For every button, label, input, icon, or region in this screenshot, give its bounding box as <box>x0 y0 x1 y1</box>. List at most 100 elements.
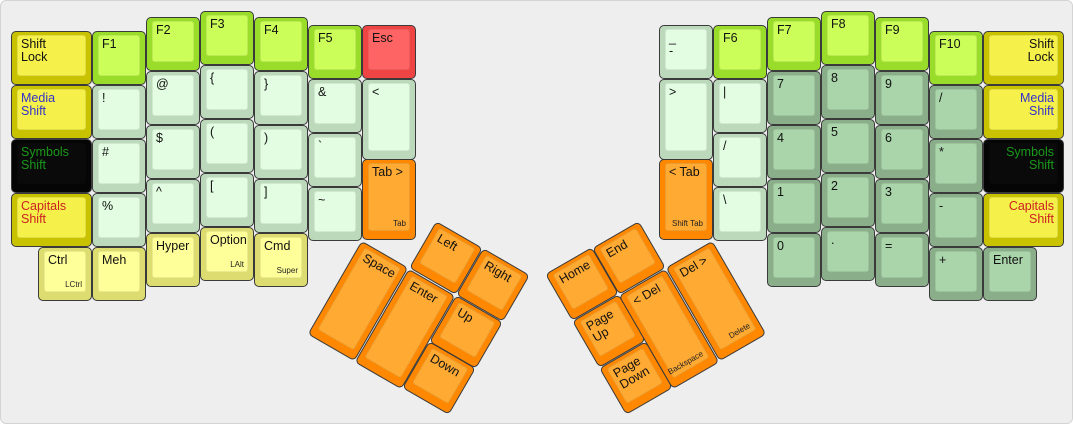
key-[interactable]: ] <box>254 179 308 233</box>
key-capitals-shift[interactable]: Capitals Shift <box>11 193 92 247</box>
key-enter[interactable]: Enter <box>983 247 1037 301</box>
key-tab[interactable]: Tab > Tab <box>362 159 416 240</box>
key-[interactable]: | <box>713 79 767 133</box>
keycap-top: _ - <box>665 29 707 70</box>
key-legend: End <box>603 237 631 261</box>
key-[interactable]: . <box>821 227 875 281</box>
key-[interactable]: { <box>200 65 254 119</box>
key-[interactable]: % <box>92 193 146 247</box>
key-[interactable]: ) <box>254 125 308 179</box>
key-4[interactable]: 4 <box>767 125 821 179</box>
key-sublegend: Shift Tab <box>672 219 703 228</box>
key-[interactable]: * <box>929 139 983 193</box>
key-legend: ] <box>264 185 268 199</box>
key-[interactable]: / <box>713 133 767 187</box>
key-f5[interactable]: F5 <box>308 25 362 79</box>
key-media-shift[interactable]: Media Shift <box>983 85 1064 139</box>
key-symbols-shift[interactable]: Symbols Shift <box>983 139 1064 193</box>
key-legend: + <box>939 253 947 267</box>
key-[interactable]: @ <box>146 71 200 125</box>
key-meh[interactable]: Meh <box>92 247 146 301</box>
key-tab[interactable]: < Tab Shift Tab <box>659 159 713 240</box>
keycap-top: | <box>719 83 761 124</box>
key-option[interactable]: Option LAlt <box>200 227 254 281</box>
key-[interactable]: ( <box>200 119 254 173</box>
key-legend: < Tab <box>669 165 700 179</box>
key-[interactable]: _ - <box>659 25 713 79</box>
key-6[interactable]: 6 <box>875 125 929 179</box>
keycap-top: F5 <box>314 29 356 70</box>
key-shift-lock[interactable]: Shift Lock <box>11 31 92 85</box>
key-0[interactable]: 0 <box>767 233 821 287</box>
key-legend: = <box>885 239 893 253</box>
key-shift-lock[interactable]: Shift Lock <box>983 31 1064 85</box>
key-legend: 2 <box>831 179 838 193</box>
key-sublegend: LAlt <box>230 260 244 269</box>
key-legend: Space <box>360 250 398 281</box>
key-[interactable]: \ <box>713 187 767 241</box>
key-capitals-shift[interactable]: Capitals Shift <box>983 193 1064 247</box>
key-7[interactable]: 7 <box>767 71 821 125</box>
key-8[interactable]: 8 <box>821 65 875 119</box>
keycap-top: F4 <box>260 21 302 62</box>
key-legend: ! <box>102 91 106 105</box>
key-[interactable]: + <box>929 247 983 301</box>
key-legend: Shift Lock <box>1027 37 1054 64</box>
keycap-top: - <box>935 197 977 238</box>
key-legend: F4 <box>264 23 279 37</box>
key-3[interactable]: 3 <box>875 179 929 233</box>
key-[interactable]: / <box>929 85 983 139</box>
key-f8[interactable]: F8 <box>821 11 875 65</box>
key-[interactable]: [ <box>200 173 254 227</box>
key-ctrl[interactable]: Ctrl LCtrl <box>38 247 92 301</box>
key-[interactable]: } <box>254 71 308 125</box>
keycap-top: 1 <box>773 183 815 224</box>
key-[interactable]: > <box>659 79 713 160</box>
key-[interactable]: = <box>875 233 929 287</box>
key-f3[interactable]: F3 <box>200 11 254 65</box>
key-[interactable]: # <box>92 139 146 193</box>
key-[interactable]: ^ <box>146 179 200 233</box>
key-legend: Tab > <box>372 165 403 179</box>
key-legend: ~ <box>318 193 326 207</box>
keycap-top: . <box>827 231 869 272</box>
key-sublegend: Tab <box>393 219 406 228</box>
key-f6[interactable]: F6 <box>713 25 767 79</box>
key-symbols-shift[interactable]: Symbols Shift <box>11 139 92 193</box>
key-hyper[interactable]: Hyper <box>146 233 200 287</box>
key-media-shift[interactable]: Media Shift <box>11 85 92 139</box>
key-[interactable]: $ <box>146 125 200 179</box>
key-f1[interactable]: F1 <box>92 31 146 85</box>
key-[interactable]: ` <box>308 133 362 187</box>
key-cmd[interactable]: Cmd Super <box>254 233 308 287</box>
key-f4[interactable]: F4 <box>254 17 308 71</box>
key-legend: ^ <box>156 185 162 199</box>
key-[interactable]: & <box>308 79 362 133</box>
key-sublegend: Delete <box>727 321 752 341</box>
key-legend: Hyper <box>156 239 190 253</box>
key-[interactable]: < <box>362 79 416 160</box>
key-f10[interactable]: F10 <box>929 31 983 85</box>
keycap-top: 5 <box>827 123 869 164</box>
key-f7[interactable]: F7 <box>767 17 821 71</box>
key-legend: F8 <box>831 17 846 31</box>
keycap-top: > <box>665 83 707 151</box>
key-f2[interactable]: F2 <box>146 17 200 71</box>
keycap-top: # <box>98 143 140 184</box>
keycap-top: Hyper <box>152 237 194 278</box>
keycap-top: Symbols Shift <box>989 143 1058 184</box>
key-2[interactable]: 2 <box>821 173 875 227</box>
keycap-top: End <box>599 227 657 285</box>
key-9[interactable]: 9 <box>875 71 929 125</box>
key-legend: 3 <box>885 185 892 199</box>
key-[interactable]: ! <box>92 85 146 139</box>
key-1[interactable]: 1 <box>767 179 821 233</box>
key-[interactable]: - <box>929 193 983 247</box>
keycap-top: Media Shift <box>17 89 86 130</box>
key-[interactable]: ~ <box>308 187 362 241</box>
key-f9[interactable]: F9 <box>875 17 929 71</box>
key-5[interactable]: 5 <box>821 119 875 173</box>
keycap-top: Capitals Shift <box>17 197 86 238</box>
key-esc[interactable]: Esc <box>362 25 416 79</box>
